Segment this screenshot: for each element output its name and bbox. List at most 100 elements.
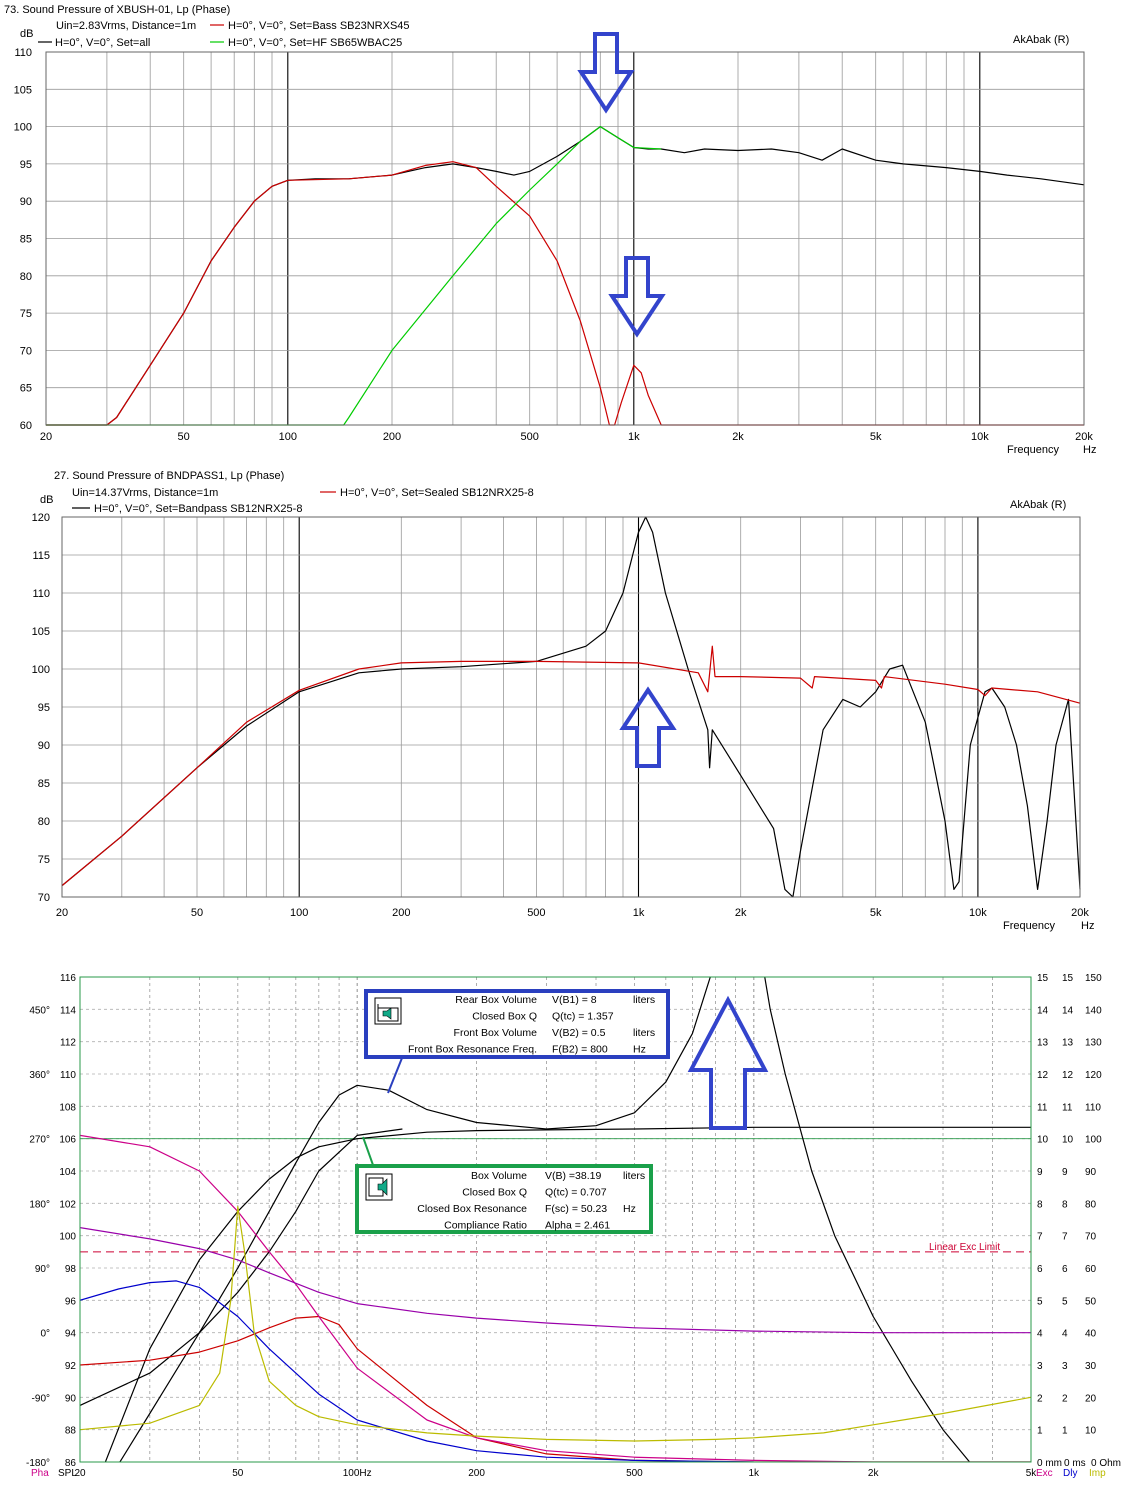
annotation-row-value: V(B1) = 8 [552,994,597,1006]
chart-2-legend-sealed: H=0°, V=0°, Set=Sealed SB12NRX25-8 [340,487,534,499]
x-tick-label: 2k [735,907,747,919]
chart-1: 73. Sound Pressure of XBUSH-01, Lp (Phas… [4,4,1096,456]
exc-tick-label: 13 [1037,1038,1049,1049]
x-tick-label: 5k [870,431,882,443]
x-tick-label: 20 [56,907,68,919]
dly-tick-label: 0 ms [1064,1458,1086,1469]
chart-1-legend-all: H=0°, V=0°, Set=all [55,37,150,49]
chart-2-grid [62,517,1080,897]
dly-tick-label: 11 [1062,1102,1073,1113]
dly-tick-label: 10 [1062,1135,1074,1146]
dly-tick-label: 14 [1062,1005,1074,1016]
x-tick-label: 1k [633,907,645,919]
exc-tick-label: 8 [1037,1199,1043,1210]
annotation-row-name: Front Box Resonance Freq. [408,1044,537,1056]
dly-tick-label: 15 [1062,973,1074,984]
spl-tick-label: 106 [59,1135,76,1146]
x-tick-label: 500 [527,907,545,919]
annotation-row-name: Box Volume [471,1170,527,1182]
chart-1-frame [45,51,1085,426]
annotation-front-box: Rear Box Volume V(B1) = 8 liters Closed Box… [364,989,670,1094]
annotation-row-name: Compliance Ratio [444,1220,527,1232]
y-tick-label: 105 [14,84,32,96]
chart-3-axis-exc: Exc [1036,1468,1053,1479]
chart-3-arrow-up [687,995,769,1130]
exc-tick-label: 0 mm [1037,1458,1062,1469]
chart-2-series-line-0 [61,516,1081,898]
annotation-sealed-box-pointer [362,1136,374,1166]
exc-tick-label: 5 [1037,1296,1043,1307]
exc-tick-label: 3 [1037,1361,1043,1372]
imp-tick-label: 50 [1085,1296,1097,1307]
spl-tick-label: 92 [65,1361,77,1372]
annotation-row-value: V(B2) = 0.5 [552,1027,606,1039]
y-tick-label: 85 [38,778,50,790]
annotation-row-name: Rear Box Volume [455,994,537,1006]
annotation-row-unit: liters [633,994,655,1006]
chart-2-series [61,516,1081,898]
y-tick-label: 120 [32,512,50,524]
chart-1-series [46,125,1085,426]
y-tick-label: 90 [38,740,50,752]
dly-tick-label: 1 [1062,1426,1068,1437]
chart-3-frame [79,976,1032,1463]
annotation-row-name: Closed Box Q [472,1011,537,1023]
dly-tick-label: 13 [1062,1038,1074,1049]
chart-1-x-ticks: 20 50 100 200 500 1k 2k 5k 10k 20k [40,431,1093,443]
x-tick-label: 100Hz [343,1468,372,1479]
exc-tick-label: 14 [1037,1005,1049,1016]
annotation-front-box-pointer [387,1057,403,1094]
phase-tick-label: -90° [32,1393,50,1404]
x-tick-label: 20 [40,431,52,443]
chart-2: 27. Sound Pressure of BNDPASS1, Lp (Phas… [32,470,1095,932]
dly-tick-label: 4 [1062,1329,1068,1340]
chart-3-x-ticks: 20 50 100Hz 200 500 1k 2k 5k [74,1468,1037,1479]
imp-tick-label: 110 [1085,1102,1101,1113]
annotation-row-value: Q(tc) = 0.707 [545,1187,607,1199]
chart-3-series-line-7 [80,1280,754,1462]
imp-tick-label: 70 [1085,1232,1097,1243]
chart-1-series-line-2 [46,125,662,426]
x-tick-label: 50 [191,907,203,919]
chart-1-grid [46,52,1084,425]
x-tick-label: 20 [74,1468,86,1479]
phase-tick-label: 450° [29,1005,50,1016]
x-tick-label: 200 [468,1468,485,1479]
imp-tick-label: 90 [1085,1167,1097,1178]
x-tick-label: 200 [383,431,401,443]
annotation-row-name: Closed Box Resonance [417,1203,527,1215]
exc-tick-label: 6 [1037,1264,1043,1275]
x-tick-label: 10k [971,431,989,443]
annotation-front-box-frame [364,989,670,1059]
y-tick-label: 80 [20,271,32,283]
phase-tick-label: 180° [29,1199,50,1210]
imp-tick-label: 20 [1085,1393,1097,1404]
spl-tick-label: 104 [59,1167,76,1178]
chart-2-title: 27. Sound Pressure of BNDPASS1, Lp (Phas… [54,470,284,482]
x-tick-label: 50 [232,1468,244,1479]
chart-1-arrow-down-bump [608,256,666,338]
chart-3-axis-imp: Imp [1089,1468,1106,1479]
spl-tick-label: 102 [59,1199,76,1210]
chart-3-series-line-1 [104,1126,1031,1462]
y-tick-label: 65 [20,383,32,395]
imp-tick-label: 10 [1085,1426,1097,1437]
x-tick-label: 20k [1071,907,1089,919]
x-tick-label: 20k [1075,431,1093,443]
chart-2-brand: AkAbak (R) [1010,499,1066,511]
x-tick-label: 2k [732,431,744,443]
y-tick-label: 85 [20,234,32,246]
annotation-row-value: V(B) =38.19 [545,1170,601,1182]
imp-tick-label: 120 [1085,1070,1102,1081]
x-tick-label: 100 [279,431,297,443]
chart-1-legend-bass: H=0°, V=0°, Set=Bass SB23NRXS45 [228,20,410,32]
spl-tick-label: 116 [60,973,76,984]
exc-tick-label: 2 [1037,1393,1043,1404]
imp-tick-label: 0 Ohm [1091,1458,1121,1469]
exc-tick-label: 7 [1037,1232,1043,1243]
dly-tick-label: 8 [1062,1199,1068,1210]
chart-3-series-line-8 [80,1205,1031,1442]
y-tick-label: 110 [32,588,50,600]
chart-1-y-ticks: 60 65 70 75 80 85 90 95 100 105 110 [14,47,32,432]
x-tick-label: 1k [749,1468,761,1479]
